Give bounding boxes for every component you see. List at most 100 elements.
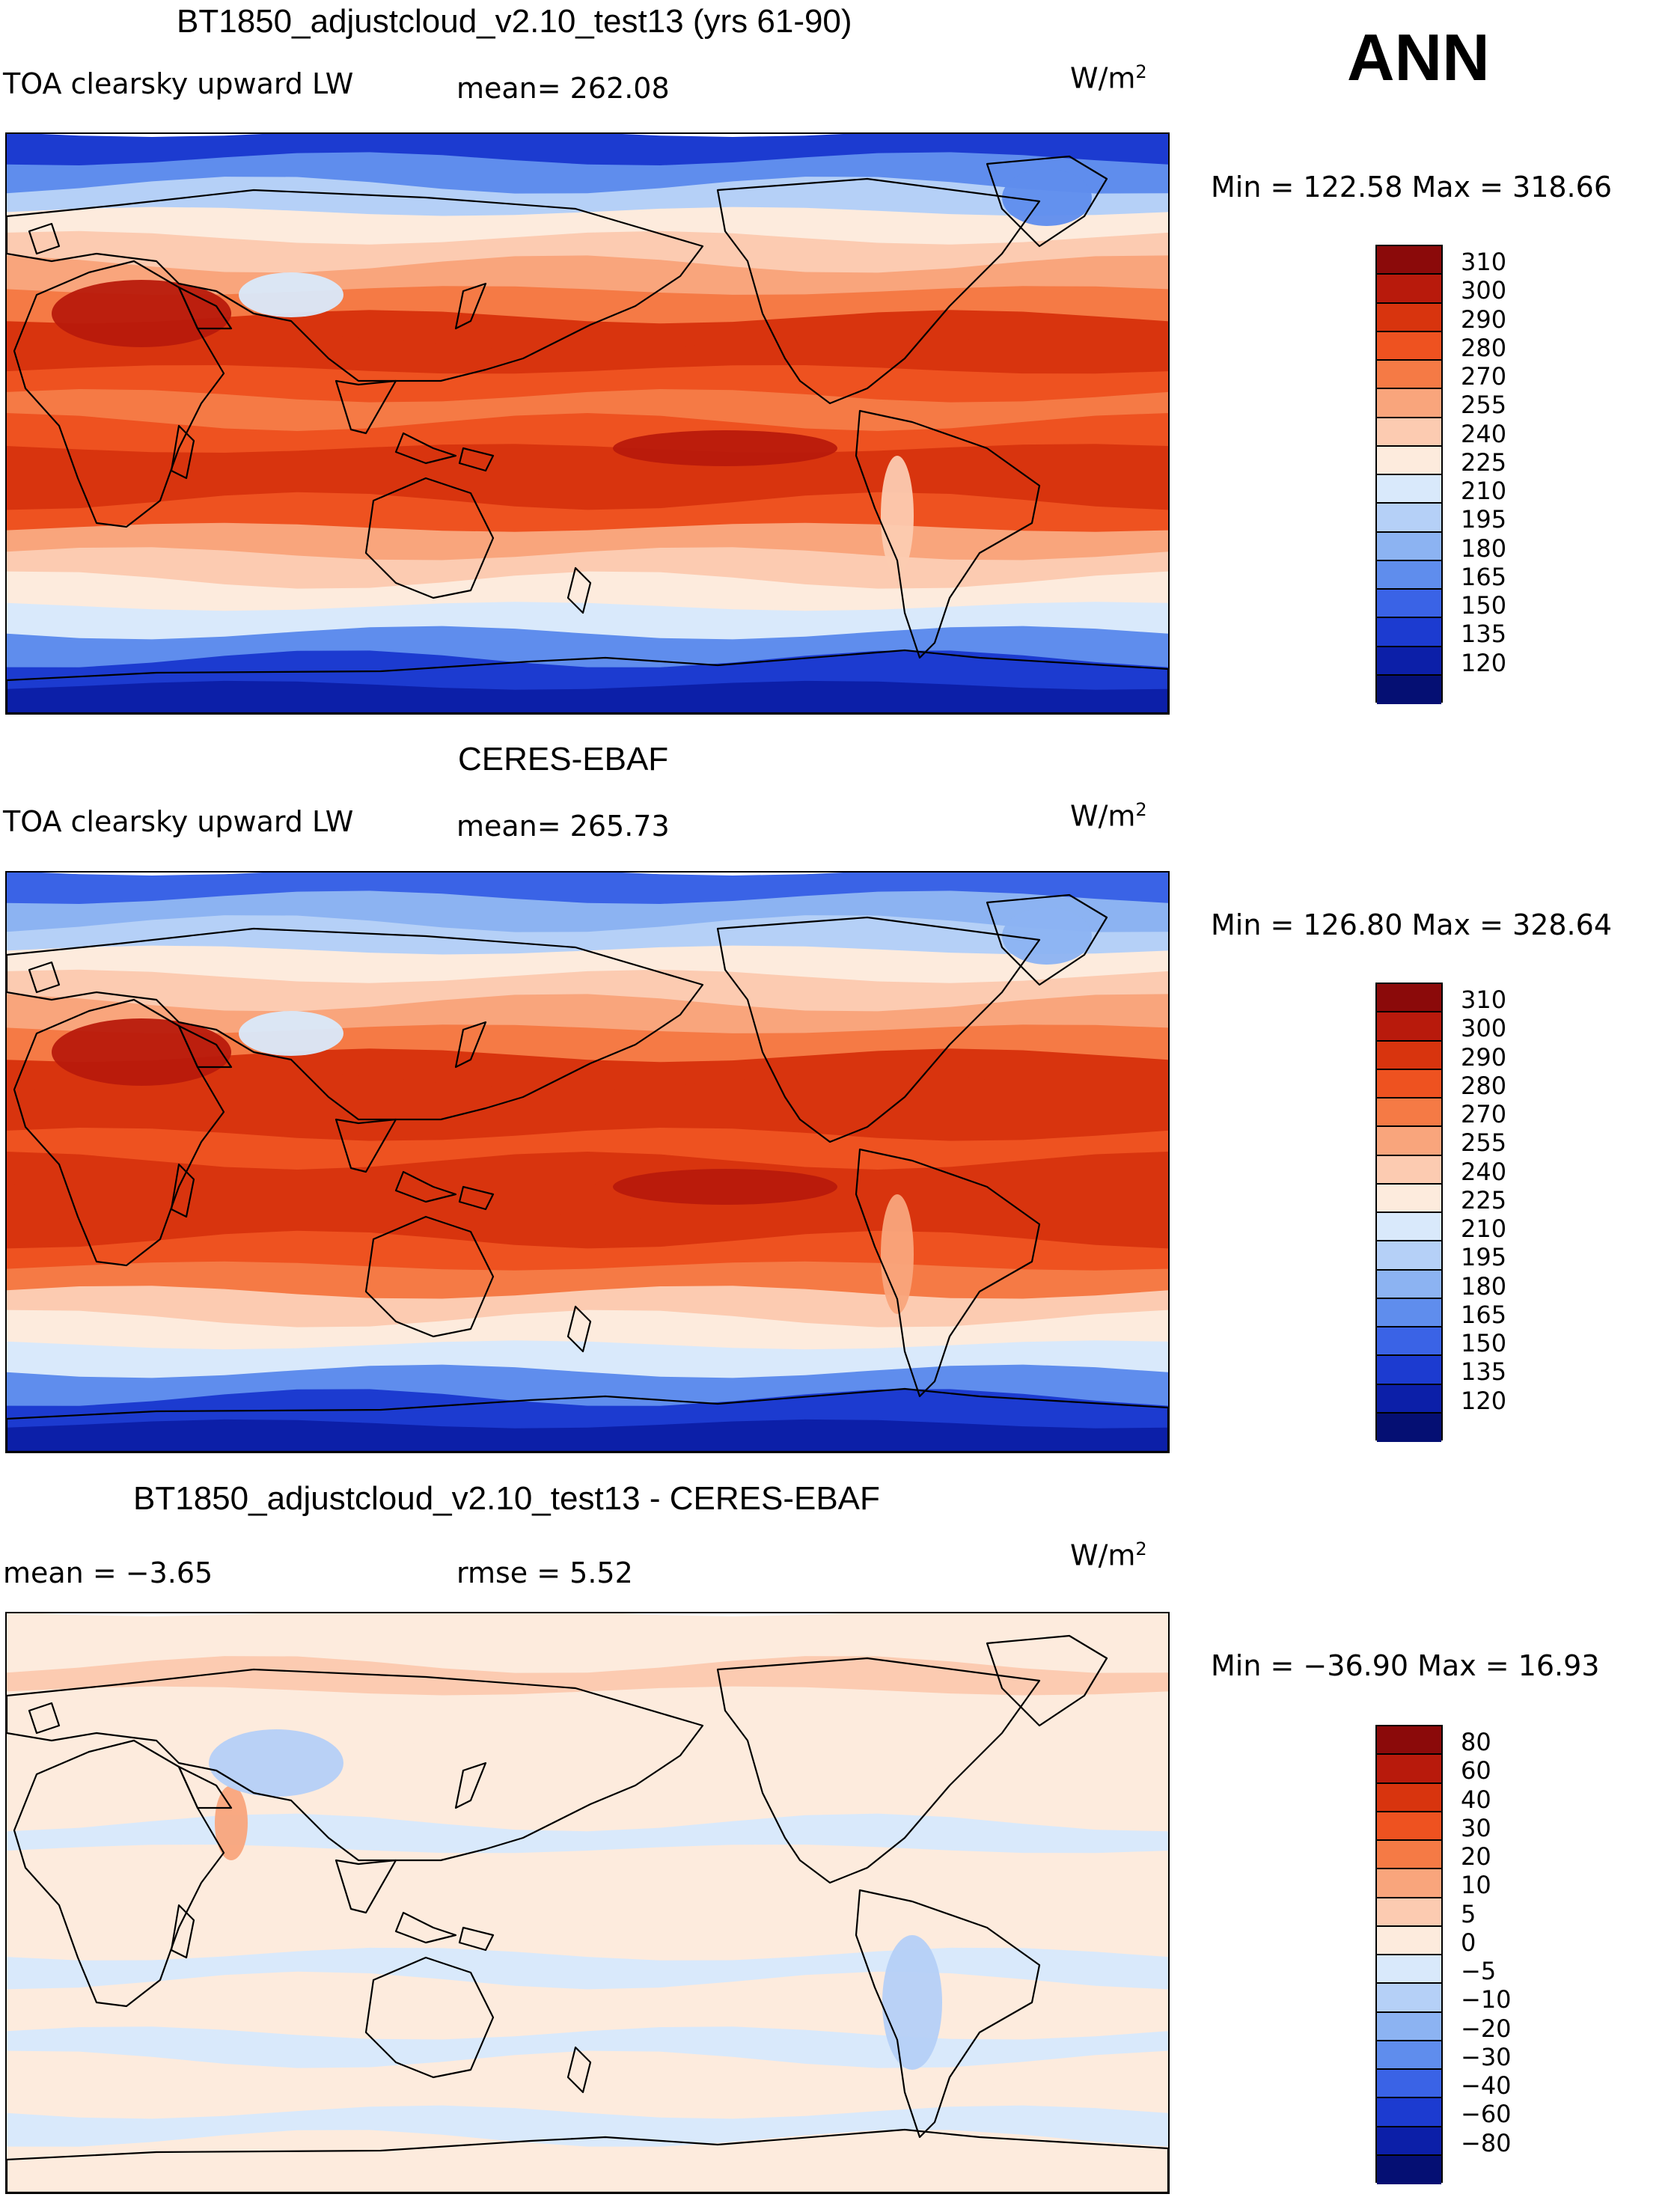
field-band bbox=[7, 2002, 1168, 2045]
colorbar-cell bbox=[1377, 1955, 1441, 1984]
field-band bbox=[7, 389, 1168, 434]
colorbar-tick-label: 40 bbox=[1461, 1785, 1491, 1814]
colorbar bbox=[1375, 1725, 1443, 2184]
colorbar-tick-label: 210 bbox=[1461, 477, 1507, 506]
field-band bbox=[7, 969, 1168, 1015]
field-band bbox=[7, 1869, 1168, 1913]
colorbar-tick-label: 180 bbox=[1461, 534, 1507, 563]
colorbar-tick-label: 195 bbox=[1461, 505, 1507, 534]
colorbar-cell bbox=[1377, 418, 1441, 447]
field-band bbox=[7, 2160, 1168, 2193]
units-text: W/m bbox=[1070, 1539, 1136, 1572]
coastline bbox=[394, 432, 457, 465]
colorbar-cell bbox=[1377, 2012, 1441, 2041]
field-feature bbox=[881, 456, 914, 575]
colorbar-tick-label: 300 bbox=[1461, 1014, 1507, 1043]
colorbar-tick-label: 310 bbox=[1461, 986, 1507, 1015]
colorbar-cell bbox=[1377, 1783, 1441, 1812]
field-band bbox=[7, 2026, 1168, 2072]
coastline bbox=[335, 1118, 397, 1173]
field-feature bbox=[239, 272, 343, 317]
colorbar-tick-label: 255 bbox=[1461, 391, 1507, 420]
field-band bbox=[7, 680, 1168, 713]
field-band bbox=[7, 413, 1168, 461]
coastline bbox=[458, 1185, 495, 1211]
field-band bbox=[7, 547, 1168, 593]
field-band bbox=[7, 1104, 1168, 1146]
colorbar-cell bbox=[1377, 1213, 1441, 1242]
coastline bbox=[458, 447, 495, 472]
colorbar-tick-label: −10 bbox=[1461, 1985, 1512, 2014]
colorbar-tick-label: 165 bbox=[1461, 562, 1507, 591]
coastline bbox=[7, 2128, 1168, 2193]
field-feature bbox=[52, 280, 231, 347]
colorbar-cell bbox=[1377, 246, 1441, 275]
field-band bbox=[7, 945, 1168, 989]
field-band bbox=[7, 1152, 1168, 1200]
coastline bbox=[458, 1926, 495, 1952]
colorbar-tick-label: 310 bbox=[1461, 248, 1507, 277]
minmax-label: Min = 126.80 Max = 328.64 bbox=[1211, 908, 1612, 941]
colorbar-tick-label: 80 bbox=[1461, 1728, 1491, 1757]
units-label: W/m2 bbox=[1070, 61, 1147, 95]
colorbar-tick-label: 240 bbox=[1461, 419, 1507, 448]
colorbar-tick-label: 180 bbox=[1461, 1271, 1507, 1301]
colorbar-tick-label: −40 bbox=[1461, 2071, 1512, 2100]
colorbar bbox=[1375, 245, 1443, 704]
coastline bbox=[7, 927, 704, 1121]
colorbar-cell bbox=[1377, 275, 1441, 304]
colorbar-tick-label: 270 bbox=[1461, 1100, 1507, 1129]
colorbar-tick-label: −60 bbox=[1461, 2100, 1512, 2129]
coastline bbox=[986, 893, 1108, 986]
coastline bbox=[13, 1739, 225, 2008]
field-feature bbox=[239, 1011, 343, 1056]
coastline bbox=[28, 961, 61, 994]
colorbar-cell bbox=[1377, 1926, 1441, 1955]
colorbar-tick-label: 165 bbox=[1461, 1300, 1507, 1329]
coastline bbox=[986, 1634, 1108, 1727]
colorbar-tick-label: 195 bbox=[1461, 1243, 1507, 1272]
units-text: W/m bbox=[1070, 799, 1136, 833]
colorbar-cell bbox=[1377, 1155, 1441, 1185]
colorbar-tick-label: −20 bbox=[1461, 2014, 1512, 2043]
colorbar-cell bbox=[1377, 2155, 1441, 2184]
units-label: W/m2 bbox=[1070, 1539, 1147, 1572]
field-band bbox=[7, 1892, 1168, 1940]
coastline bbox=[335, 379, 397, 435]
colorbar-tick-label: 290 bbox=[1461, 1042, 1507, 1072]
field-band bbox=[7, 365, 1168, 408]
coastline bbox=[7, 1387, 1168, 1452]
colorbar-tick-label: 120 bbox=[1461, 648, 1507, 677]
colorbar-cell bbox=[1377, 1356, 1441, 1385]
mean-label: mean= 265.73 bbox=[456, 810, 670, 843]
colorbar-cell bbox=[1377, 1726, 1441, 1756]
mean-label: mean = −3.65 bbox=[3, 1556, 213, 1589]
coastline bbox=[454, 282, 487, 330]
field-feature bbox=[215, 1785, 248, 1860]
colorbar-tick-label: 290 bbox=[1461, 305, 1507, 334]
colorbar bbox=[1375, 983, 1443, 1442]
colorbar-tick-label: 225 bbox=[1461, 447, 1507, 477]
field-band bbox=[7, 207, 1168, 250]
field-feature bbox=[881, 1194, 914, 1314]
coastline bbox=[454, 1021, 487, 1069]
coastline bbox=[364, 1956, 495, 2079]
coastline bbox=[986, 155, 1108, 248]
coastline bbox=[364, 477, 495, 599]
colorbar-tick-label: 280 bbox=[1461, 333, 1507, 362]
field-band bbox=[7, 1686, 1168, 1729]
coastline bbox=[170, 424, 195, 480]
colorbar-cell bbox=[1377, 1127, 1441, 1156]
colorbar-tick-label: 150 bbox=[1461, 591, 1507, 620]
colorbar-cell bbox=[1377, 1812, 1441, 1841]
field-band bbox=[7, 1845, 1168, 1887]
colorbar-tick-label: 255 bbox=[1461, 1128, 1507, 1158]
colorbar-cell bbox=[1377, 1384, 1441, 1414]
colorbar-tick-label: 10 bbox=[1461, 1871, 1491, 1900]
colorbar-cell bbox=[1377, 532, 1441, 561]
coastline bbox=[170, 1163, 195, 1218]
colorbar-cell bbox=[1377, 1184, 1441, 1213]
coastline bbox=[454, 1762, 487, 1809]
colorbar-cell bbox=[1377, 1413, 1441, 1442]
units-label: W/m2 bbox=[1070, 799, 1147, 833]
